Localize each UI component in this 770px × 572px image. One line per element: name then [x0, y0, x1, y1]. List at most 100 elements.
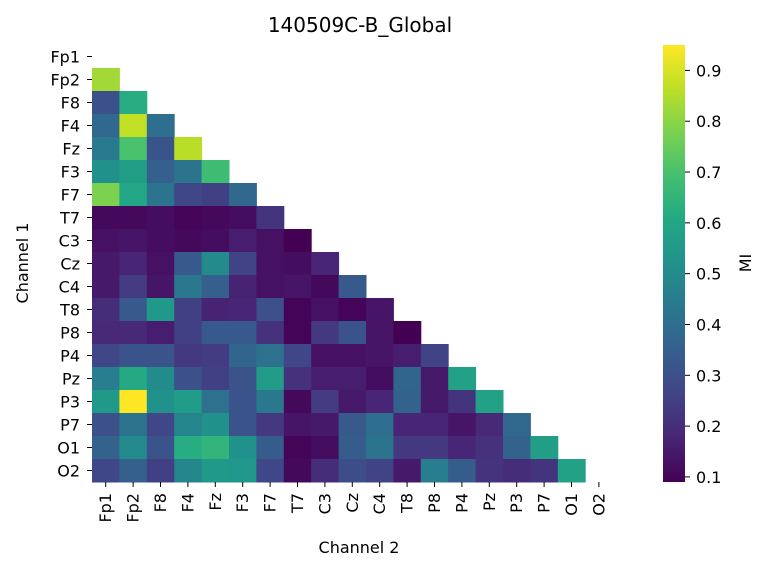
x-tick-label: F4	[178, 493, 197, 512]
heatmap-cell	[174, 206, 203, 230]
heatmap-cell	[174, 137, 203, 161]
heatmap-cell	[119, 459, 148, 483]
heatmap-cell	[92, 367, 120, 391]
y-axis-label: Channel 1	[13, 223, 32, 304]
heatmap-cell	[229, 390, 257, 414]
colorbar-label: MI	[736, 254, 755, 273]
colorbar-tick-label: 0.7	[696, 163, 721, 182]
y-tick-label: O1	[57, 439, 80, 458]
heatmap-cell	[256, 436, 285, 460]
heatmap-cell	[146, 160, 175, 184]
heatmap-cell	[119, 436, 148, 460]
heatmap-cell	[338, 390, 367, 414]
heatmap-cell	[92, 160, 120, 184]
heatmap-cell	[366, 321, 394, 345]
heatmap-cell	[201, 413, 230, 437]
heatmap-cell	[146, 390, 175, 414]
heatmap-cell	[256, 275, 285, 299]
heatmap-cell	[201, 321, 230, 345]
y-tick-label: Fp1	[50, 48, 80, 67]
heatmap-cell	[475, 390, 504, 414]
heatmap-cell	[201, 160, 230, 184]
heatmap-cell	[311, 275, 340, 299]
heatmap-cell	[92, 459, 120, 483]
heatmap-cell	[201, 367, 230, 391]
colorbar-tick-label: 0.2	[696, 417, 721, 436]
heatmap-cell	[174, 390, 203, 414]
heatmap-cell	[201, 436, 230, 460]
heatmap-cell	[146, 459, 175, 483]
heatmap-cell	[338, 344, 367, 368]
heatmap-cell	[201, 183, 230, 207]
heatmap-cell	[311, 321, 340, 345]
x-tick-label: P3	[507, 493, 526, 513]
heatmap-cell	[311, 367, 340, 391]
y-tick-label: T8	[59, 301, 80, 320]
heatmap-cell	[283, 459, 312, 483]
y-tick-label: C3	[59, 232, 80, 251]
heatmap-cell	[92, 114, 120, 138]
heatmap-cell	[92, 229, 120, 253]
heatmap-cell	[393, 413, 422, 437]
heatmap-cell	[448, 367, 477, 391]
colorbar-tick-label: 0.1	[696, 468, 721, 487]
heatmap-cell	[119, 321, 148, 345]
heatmap-cell	[119, 206, 148, 230]
colorbar-tick-label: 0.3	[696, 366, 721, 385]
heatmap-cell	[283, 344, 312, 368]
x-tick-label: C4	[370, 493, 389, 514]
heatmap-cell	[338, 275, 367, 299]
heatmap-cell	[420, 459, 449, 483]
heatmap-cell	[256, 344, 285, 368]
heatmap-cell	[256, 413, 285, 437]
heatmap-cell	[229, 229, 257, 253]
x-axis-label: Channel 2	[319, 538, 400, 557]
heatmap-cell	[229, 298, 257, 322]
y-tick-label: Fz	[62, 140, 80, 159]
heatmap-cell	[119, 114, 148, 138]
heatmap-cell	[475, 436, 504, 460]
heatmap-cell	[448, 459, 477, 483]
heatmap-cell	[146, 436, 175, 460]
heatmap-cell	[256, 390, 285, 414]
heatmap-cell	[174, 459, 203, 483]
heatmap-cell	[311, 436, 340, 460]
heatmap-cell	[146, 114, 175, 138]
heatmap-cell	[92, 298, 120, 322]
heatmap-cell	[119, 413, 148, 437]
y-tick-label: O2	[57, 462, 80, 481]
heatmap-cell	[146, 275, 175, 299]
heatmap-cell	[283, 321, 312, 345]
heatmap-cell	[283, 413, 312, 437]
colorbar-tick-label: 0.5	[696, 265, 721, 284]
heatmap-cell	[256, 367, 285, 391]
heatmap-cell	[448, 413, 477, 437]
heatmap-cell	[229, 183, 257, 207]
heatmap-cell	[366, 459, 394, 483]
y-tick-label: T7	[59, 209, 80, 228]
heatmap-cell	[256, 206, 285, 230]
x-tick-label: T8	[398, 493, 417, 514]
heatmap-cell	[119, 367, 148, 391]
heatmap-cell	[146, 344, 175, 368]
heatmap-cell	[229, 252, 257, 276]
x-tick-label: P4	[452, 493, 471, 513]
x-tick-label: F8	[151, 493, 170, 512]
heatmap-cell	[92, 91, 120, 115]
x-tick-label: Fp2	[124, 493, 143, 523]
heatmap-cell	[92, 413, 120, 437]
heatmap-cell	[174, 321, 203, 345]
heatmap-cell	[366, 344, 394, 368]
x-tick-label: T7	[288, 493, 307, 514]
heatmap-cell	[146, 321, 175, 345]
heatmap-cell	[338, 298, 367, 322]
heatmap-cell	[256, 298, 285, 322]
x-tick-label: F7	[261, 493, 280, 512]
heatmap-cell	[366, 367, 394, 391]
y-tick-label: Cz	[60, 255, 80, 274]
heatmap-cell	[420, 344, 449, 368]
colorbar-tick-label: 0.8	[696, 112, 721, 131]
heatmap-cell	[256, 321, 285, 345]
y-tick-label: F7	[61, 186, 80, 205]
